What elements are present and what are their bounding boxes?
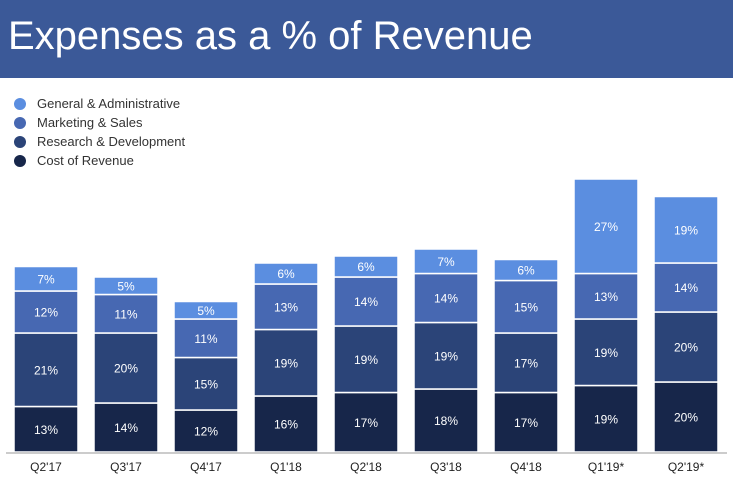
legend-swatch-marketing-sales	[14, 116, 26, 129]
data-label-cost-of-revenue-q2-17: 13%	[34, 423, 58, 437]
data-label-general-administrative-q3-18: 7%	[437, 255, 455, 269]
data-label-research-development-q4-18: 17%	[514, 356, 538, 370]
data-label-cost-of-revenue-q1-19: 19%	[594, 412, 618, 426]
legend-label-research-development: Research & Development	[37, 134, 186, 149]
data-label-cost-of-revenue-q2-19: 20%	[674, 411, 698, 425]
bar-segment-research-development-q2-19	[653, 311, 719, 383]
bar-segment-general-administrative-q4-17	[173, 300, 239, 320]
data-label-marketing-sales-q1-18: 13%	[274, 300, 298, 314]
x-tick-label-q4-18: Q4'18	[510, 460, 542, 474]
bar-segment-marketing-sales-q3-18	[413, 272, 479, 324]
data-label-marketing-sales-q3-17: 11%	[114, 307, 137, 321]
data-label-research-development-q1-19: 19%	[594, 346, 618, 360]
data-label-marketing-sales-q1-19: 13%	[594, 290, 618, 304]
data-label-research-development-q4-17: 15%	[194, 377, 218, 391]
bar-segment-marketing-sales-q4-18	[493, 279, 559, 334]
data-label-research-development-q3-17: 20%	[114, 362, 138, 376]
page-title: Expenses as a % of Revenue	[8, 14, 533, 58]
title-bar: Expenses as a % of Revenue	[0, 0, 733, 78]
legend-item-marketing-sales: Marketing & Sales	[14, 113, 185, 132]
bar-segment-cost-of-revenue-q3-17	[93, 402, 159, 453]
data-label-cost-of-revenue-q1-18: 16%	[274, 418, 298, 432]
bar-segment-general-administrative-q4-18	[493, 258, 559, 282]
bar-segment-general-administrative-q1-19	[573, 178, 639, 275]
bar-segment-marketing-sales-q1-19	[573, 272, 639, 320]
data-label-marketing-sales-q4-18: 15%	[514, 300, 538, 314]
x-tick-label-q1-18: Q1'18	[270, 460, 302, 474]
data-label-general-administrative-q2-19: 19%	[674, 223, 698, 237]
legend-label-cost-of-revenue: Cost of Revenue	[37, 153, 134, 168]
data-label-research-development-q3-18: 19%	[434, 349, 458, 363]
legend-item-cost-of-revenue: Cost of Revenue	[14, 151, 185, 170]
legend-swatch-cost-of-revenue	[14, 154, 26, 167]
bar-segment-marketing-sales-q4-17	[173, 318, 239, 359]
data-label-research-development-q2-17: 21%	[34, 363, 58, 377]
data-label-general-administrative-q4-17: 5%	[197, 304, 215, 318]
data-label-cost-of-revenue-q4-18: 17%	[514, 416, 538, 430]
bar-segment-marketing-sales-q1-18	[253, 283, 319, 331]
bar-segment-marketing-sales-q2-19	[653, 262, 719, 313]
bar-segment-cost-of-revenue-q4-18	[493, 391, 559, 453]
bar-segment-general-administrative-q2-18	[333, 255, 399, 278]
legend-item-research-development: Research & Development	[14, 132, 185, 151]
bar-segment-general-administrative-q3-17	[93, 276, 159, 296]
data-label-marketing-sales-q3-18: 14%	[434, 292, 458, 306]
data-label-research-development-q2-18: 19%	[354, 353, 378, 367]
bar-segment-cost-of-revenue-q4-17	[173, 409, 239, 453]
data-label-general-administrative-q2-17: 7%	[37, 272, 55, 286]
data-label-cost-of-revenue-q4-17: 12%	[194, 425, 218, 439]
data-label-general-administrative-q4-18: 6%	[517, 264, 535, 278]
legend-item-general-administrative: General & Administrative	[14, 94, 185, 113]
data-label-research-development-q2-19: 20%	[674, 341, 698, 355]
x-tick-label-q3-17: Q3'17	[110, 460, 142, 474]
data-label-marketing-sales-q2-18: 14%	[354, 295, 378, 309]
bar-segment-marketing-sales-q3-17	[93, 293, 159, 334]
data-label-general-administrative-q1-18: 6%	[277, 267, 295, 281]
bar-segment-general-administrative-q3-18	[413, 248, 479, 275]
data-label-cost-of-revenue-q3-18: 18%	[434, 414, 458, 428]
chart-legend: General & Administrative Marketing & Sal…	[14, 94, 185, 170]
data-label-general-administrative-q1-19: 27%	[594, 220, 618, 234]
bar-segment-cost-of-revenue-q2-19	[653, 381, 719, 453]
data-label-marketing-sales-q2-17: 12%	[34, 306, 58, 320]
legend-swatch-general-administrative	[14, 97, 26, 110]
data-label-marketing-sales-q2-19: 14%	[674, 281, 698, 295]
data-label-marketing-sales-q4-17: 11%	[194, 332, 217, 346]
legend-label-marketing-sales: Marketing & Sales	[37, 115, 143, 130]
bar-segment-research-development-q4-18	[493, 332, 559, 394]
bar-segment-marketing-sales-q2-17	[13, 290, 79, 334]
legend-swatch-research-development	[14, 135, 26, 148]
bar-segment-general-administrative-q2-17	[13, 265, 79, 292]
x-tick-label-q3-18: Q3'18	[430, 460, 462, 474]
data-label-cost-of-revenue-q3-17: 14%	[114, 421, 138, 435]
bar-segment-research-development-q2-18	[333, 325, 399, 394]
data-label-general-administrative-q3-17: 5%	[117, 279, 135, 293]
legend-label-general-administrative: General & Administrative	[37, 96, 181, 111]
x-tick-label-q4-17: Q4'17	[190, 460, 222, 474]
bar-segment-cost-of-revenue-q2-18	[333, 391, 399, 453]
x-tick-label-q2-18: Q2'18	[350, 460, 382, 474]
x-tick-label-q2-17: Q2'17	[30, 460, 62, 474]
x-tick-label-q1-19: Q1'19*	[588, 460, 625, 474]
bar-segment-general-administrative-q2-19	[653, 195, 719, 264]
bar-segment-marketing-sales-q2-18	[333, 276, 399, 327]
bar-segment-research-development-q2-17	[13, 332, 79, 408]
data-label-cost-of-revenue-q2-18: 17%	[354, 416, 378, 430]
x-tick-label-q2-19: Q2'19*	[668, 460, 705, 474]
bar-segment-research-development-q4-17	[173, 356, 239, 411]
data-label-general-administrative-q2-18: 6%	[357, 260, 375, 274]
data-label-research-development-q1-18: 19%	[274, 356, 298, 370]
bar-segment-general-administrative-q1-18	[253, 262, 319, 285]
